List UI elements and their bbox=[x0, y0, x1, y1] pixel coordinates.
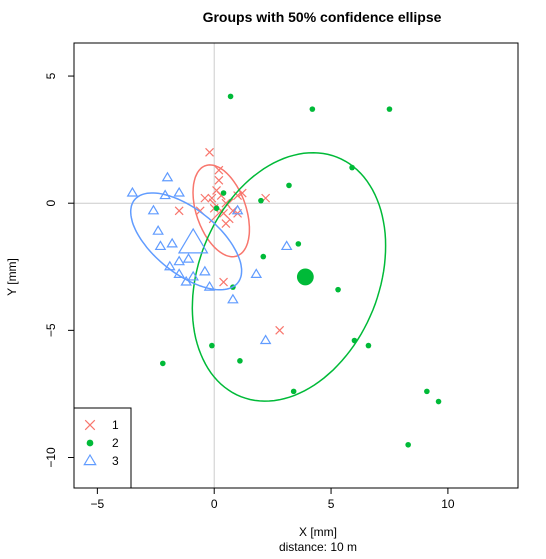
series-3-point-18 bbox=[231, 204, 244, 215]
series-3-point-7 bbox=[154, 240, 167, 251]
series-1-point-3 bbox=[214, 175, 224, 185]
series-3-point-16 bbox=[203, 280, 216, 291]
x-tick-label: −5 bbox=[91, 497, 105, 511]
x-axis-subtitle: distance: 10 m bbox=[279, 540, 357, 554]
plot-area bbox=[74, 43, 518, 488]
series-1-point-1 bbox=[205, 147, 214, 157]
series-1-point-11 bbox=[221, 198, 231, 208]
series-3-center-marker bbox=[177, 227, 209, 254]
series-3-point-13 bbox=[187, 270, 199, 281]
series-3-point-1 bbox=[126, 186, 139, 197]
series-3-point-5 bbox=[147, 204, 160, 215]
series-3-point-10 bbox=[182, 252, 195, 263]
series-2-point-1 bbox=[227, 93, 234, 100]
y-axis-ticks: −10 −5 0 5 bbox=[44, 72, 74, 468]
y-tick-label: 0 bbox=[44, 200, 58, 207]
series-3-point-21 bbox=[259, 334, 272, 345]
y-axis-title: Y [mm] bbox=[5, 258, 19, 296]
series-3-point-9 bbox=[173, 255, 185, 266]
legend-label-3: 3 bbox=[112, 454, 119, 468]
y-tick-label: 5 bbox=[44, 72, 58, 79]
series-2-point-19 bbox=[424, 388, 430, 395]
series-2-point-7 bbox=[220, 190, 227, 196]
series-2-point-12 bbox=[335, 286, 341, 293]
legend-label-1: 1 bbox=[112, 418, 119, 432]
series-1-point-7 bbox=[200, 193, 210, 203]
series-2-point-8 bbox=[213, 205, 220, 212]
series-2-point-2 bbox=[309, 106, 316, 112]
series-3-point-3 bbox=[173, 186, 185, 197]
x-tick-label: 10 bbox=[441, 497, 455, 511]
series-1-center-marker bbox=[208, 198, 234, 224]
legend-marker-3 bbox=[83, 453, 97, 466]
series-2-point-5 bbox=[286, 182, 292, 189]
series-2-point-9 bbox=[295, 241, 302, 247]
series-2-point-16 bbox=[237, 358, 243, 364]
x-tick-label: 0 bbox=[211, 497, 218, 511]
series-2-point-17 bbox=[160, 360, 166, 367]
series-1-point-9 bbox=[174, 206, 184, 216]
chart-title: Groups with 50% confidence ellipse bbox=[203, 9, 442, 25]
series-3-point-2 bbox=[161, 171, 174, 182]
series-3-point-8 bbox=[166, 237, 178, 248]
legend-label-2: 2 bbox=[112, 436, 119, 450]
series-1-point-19 bbox=[219, 277, 228, 287]
series-3-point-19 bbox=[250, 268, 263, 278]
legend-marker-2 bbox=[86, 439, 94, 447]
series-3-point-14 bbox=[199, 265, 211, 276]
series-2-point-6 bbox=[258, 197, 264, 204]
series-2-center-marker bbox=[296, 268, 314, 286]
series-1-confidence-ellipse bbox=[192, 164, 251, 258]
series-2-point-3 bbox=[386, 106, 393, 112]
x-tick-label: 5 bbox=[328, 497, 335, 511]
series-3 bbox=[126, 171, 293, 345]
series-1-point-2 bbox=[214, 165, 224, 175]
x-axis-ticks: −5 0 5 10 bbox=[91, 488, 455, 511]
x-axis-title: X [mm] bbox=[299, 525, 337, 539]
series-2 bbox=[160, 93, 442, 448]
legend-item-2: 2 bbox=[86, 436, 119, 450]
legend-item-1: 1 bbox=[84, 418, 119, 432]
series-2-point-13 bbox=[209, 342, 215, 349]
y-tick-label: −10 bbox=[44, 447, 58, 468]
series-3-confidence-ellipse bbox=[129, 192, 243, 291]
series-1-point-5 bbox=[207, 193, 217, 203]
legend: 1 2 3 bbox=[73, 407, 132, 489]
series-2-point-10 bbox=[260, 253, 267, 260]
y-tick-label: −5 bbox=[44, 323, 58, 337]
series-1-point-20 bbox=[275, 325, 285, 335]
series-2-point-18 bbox=[290, 388, 297, 395]
series-2-point-15 bbox=[365, 342, 372, 349]
legend-item-3: 3 bbox=[83, 453, 119, 468]
series-3-point-17 bbox=[227, 293, 239, 304]
legend-box bbox=[73, 407, 132, 489]
series-2-point-21 bbox=[405, 441, 411, 448]
series-2-confidence-ellipse bbox=[191, 151, 387, 402]
series-3-point-20 bbox=[280, 240, 293, 251]
plot-frame bbox=[73, 42, 519, 489]
legend-marker-1 bbox=[84, 419, 96, 431]
series-3-point-6 bbox=[152, 224, 164, 235]
series-2-point-20 bbox=[435, 398, 442, 405]
series-1-point-18 bbox=[221, 219, 231, 228]
